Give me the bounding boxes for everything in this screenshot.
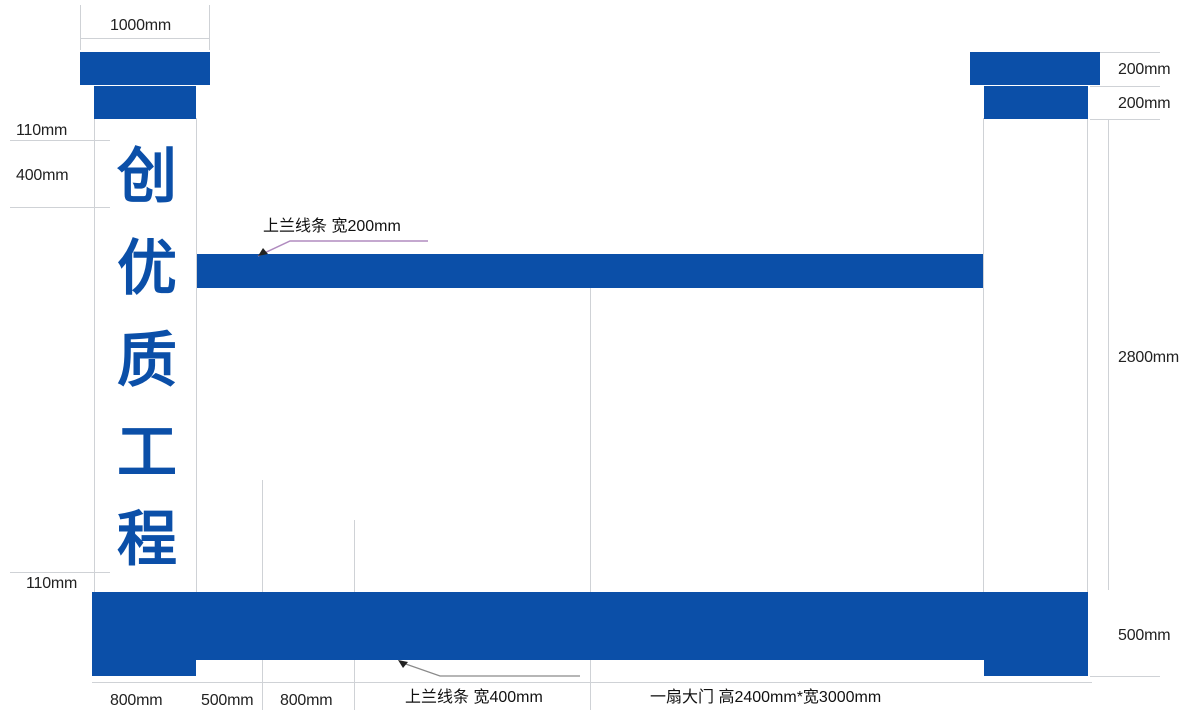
guide-line	[590, 260, 591, 710]
guide-line	[1090, 52, 1160, 53]
guide-line	[10, 572, 110, 573]
guide-line	[1108, 120, 1109, 590]
guide-line	[92, 682, 1092, 683]
guide-line	[10, 140, 110, 141]
dim-right-200-a: 200mm	[1118, 61, 1171, 78]
pillar-char: 优	[117, 234, 177, 304]
pillar-char: 程	[117, 505, 177, 575]
lower-rail-note: 上兰线条 宽400mm	[405, 689, 543, 706]
guide-line	[209, 5, 210, 50]
guide-line	[80, 5, 81, 50]
guide-line	[94, 118, 95, 592]
guide-line	[1090, 119, 1160, 120]
guide-line	[1090, 86, 1160, 87]
guide-line	[983, 118, 984, 592]
upper-rail	[197, 254, 983, 288]
guide-line	[10, 207, 110, 208]
guide-line	[1087, 118, 1088, 592]
guide-line	[80, 38, 210, 39]
right-pillar-base	[984, 592, 1088, 676]
gate-size-note: 一扇大门 高2400mm*宽3000mm	[650, 689, 882, 706]
guide-line	[1090, 676, 1160, 677]
dim-bottom-800-b: 800mm	[280, 692, 333, 709]
left-pillar-cap-bottom	[94, 86, 196, 119]
dim-left-110-top: 110mm	[16, 122, 68, 139]
pillar-char: 质	[117, 326, 177, 396]
dim-right-200-b: 200mm	[1118, 95, 1171, 112]
lower-rail	[196, 592, 985, 660]
dim-left-110-bottom: 110mm	[26, 575, 78, 592]
pillar-char: 创	[117, 142, 177, 212]
dim-left-400: 400mm	[16, 167, 69, 184]
dim-right-500: 500mm	[1118, 627, 1171, 644]
upper-rail-note: 上兰线条 宽200mm	[263, 218, 401, 235]
pillar-char: 工	[117, 418, 177, 488]
dim-bottom-800-a: 800mm	[110, 692, 163, 709]
left-pillar-cap-top	[80, 52, 210, 85]
dim-bottom-500: 500mm	[201, 692, 254, 709]
dim-right-2800: 2800mm	[1118, 349, 1180, 366]
dim-top-width: 1000mm	[110, 17, 172, 34]
right-pillar-cap-bottom	[984, 86, 1088, 119]
left-pillar-base	[92, 592, 196, 676]
guide-line	[196, 118, 197, 592]
right-pillar-cap-top	[970, 52, 1100, 85]
